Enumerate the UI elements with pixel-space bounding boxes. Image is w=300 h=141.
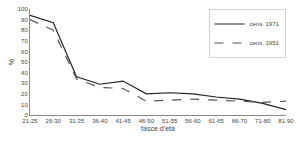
svg-text:46-50: 46-50 xyxy=(139,118,155,124)
svg-text:70: 70 xyxy=(21,38,28,44)
svg-text:21-25: 21-25 xyxy=(22,118,38,124)
svg-text:20: 20 xyxy=(21,91,28,97)
svg-text:66-70: 66-70 xyxy=(232,118,248,124)
svg-text:80: 80 xyxy=(21,27,28,33)
svg-text:40: 40 xyxy=(21,70,28,76)
svg-text:51-55: 51-55 xyxy=(162,118,178,124)
svg-text:81-90: 81-90 xyxy=(278,118,294,124)
svg-text:fasce d’età: fasce d’età xyxy=(141,125,175,132)
svg-text:10: 10 xyxy=(21,102,28,108)
svg-text:30: 30 xyxy=(21,80,28,86)
svg-text:cens. 1951: cens. 1951 xyxy=(250,40,280,46)
svg-text:26-30: 26-30 xyxy=(46,118,62,124)
svg-text:%: % xyxy=(8,59,15,65)
svg-text:61-65: 61-65 xyxy=(209,118,225,124)
svg-text:50: 50 xyxy=(21,59,28,65)
svg-text:71-80: 71-80 xyxy=(255,118,271,124)
svg-text:36-40: 36-40 xyxy=(92,118,108,124)
svg-text:31-35: 31-35 xyxy=(69,118,85,124)
svg-text:90: 90 xyxy=(21,17,28,23)
svg-text:60: 60 xyxy=(21,49,28,55)
svg-text:100: 100 xyxy=(18,6,29,12)
svg-text:41-45: 41-45 xyxy=(115,118,131,124)
svg-text:56-60: 56-60 xyxy=(185,118,201,124)
svg-text:cens. 1971: cens. 1971 xyxy=(250,21,280,27)
svg-text:0: 0 xyxy=(24,112,28,118)
